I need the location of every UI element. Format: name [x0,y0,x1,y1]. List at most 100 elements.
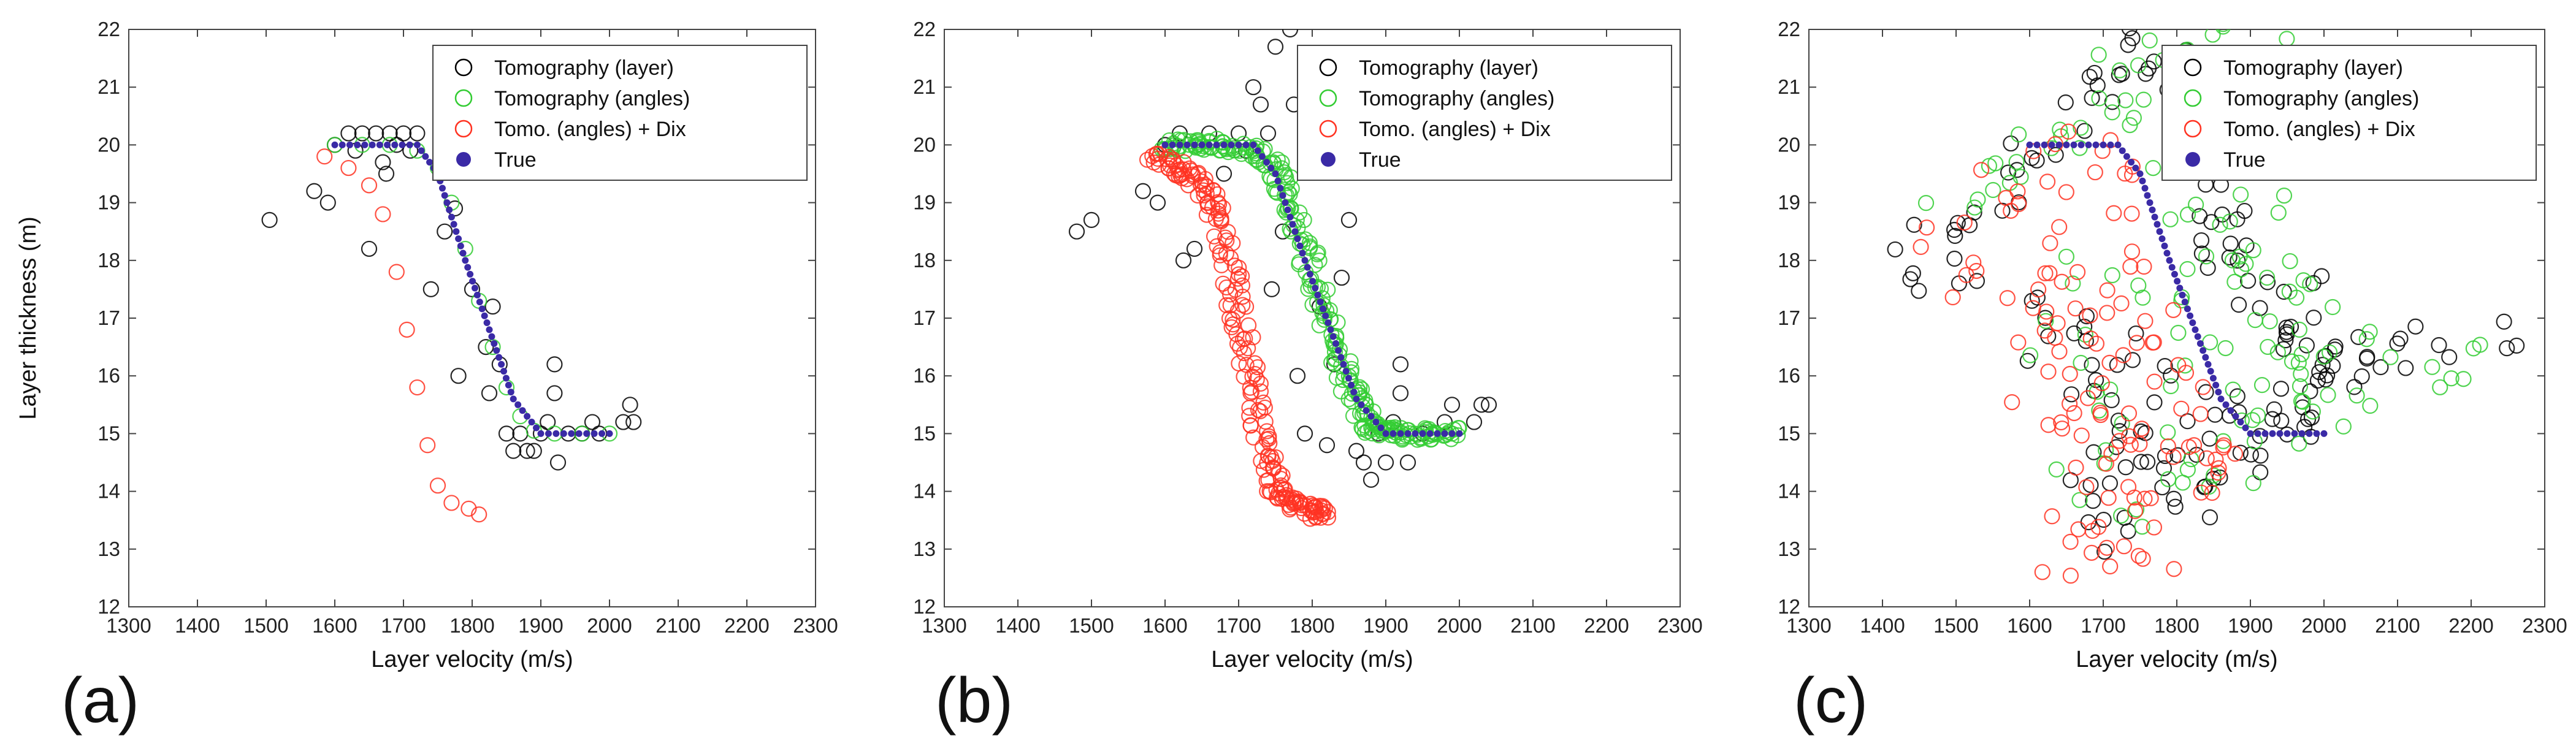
true-model-point [606,430,613,437]
true-model-point [2033,141,2041,148]
data-point-dix [1234,297,1251,313]
data-point-layer [1296,425,1313,442]
true-model-point [2189,319,2196,327]
data-point-layer [1906,216,1922,233]
data-point-angles [2179,261,2196,278]
true-model-point [1191,141,1198,148]
data-point-layer [2029,289,2046,306]
data-point-layer [2431,337,2447,354]
data-point-dix [409,379,426,396]
y-tick-label: 14 [1778,480,1800,503]
data-point-dix [2193,484,2209,501]
data-point-dix [1245,329,1261,346]
data-point-dix [2211,460,2227,476]
data-point-layer [2089,77,2106,94]
true-model-point [498,360,505,368]
data-point-dix [1225,311,1241,328]
x-axis-label: Layer velocity (m/s) [2076,647,2277,672]
data-point-dix [1241,400,1258,416]
true-model-point [2306,430,2313,437]
true-model-point [2139,177,2146,184]
data-point-dix [1215,200,1231,216]
data-point-layer [409,125,426,142]
data-point-dix [2051,219,2068,235]
true-model-point [384,141,391,148]
true-model-point [2070,141,2077,148]
data-point-dix [1234,288,1251,305]
data-point-dix [2058,184,2074,200]
data-point-dix [1218,279,1235,296]
true-model-point [1397,430,1404,437]
true-model-point [473,291,481,299]
x-tick-label: 1700 [1216,614,1261,637]
data-point-angles [1301,235,1318,251]
x-tick-label: 1900 [518,614,563,637]
true-model-point [545,430,552,437]
data-point-dix [2062,365,2078,382]
true-model-point [1254,147,1261,154]
data-point-dix [2165,302,2182,318]
true-model-point [2184,305,2191,313]
data-point-layer [1333,269,1350,286]
data-point-angles [2141,32,2158,49]
data-point-angles [2321,344,2338,361]
data-point-dix [1956,214,1973,231]
data-point-dix [2101,354,2118,371]
true-model-point [413,141,421,148]
data-point-dix [1258,431,1275,448]
x-tick-label: 2300 [793,614,838,637]
data-point-dix [2088,335,2105,352]
data-point-layer [2509,337,2525,354]
true-model-point [1329,333,1337,340]
data-point-angles [2361,324,2378,340]
legend-label: True [1359,148,1401,172]
x-tick-label: 1300 [1786,614,1831,637]
true-model-point [346,141,353,148]
data-point-layer [2232,444,2249,461]
data-point-dix [1223,319,1240,336]
y-tick-label: 18 [1778,249,1800,272]
data-point-layer [478,338,494,356]
data-point-angles [2163,378,2179,395]
true-model-point [500,368,508,375]
true-model-point [1169,141,1176,148]
data-point-angles [1282,221,1298,237]
true-model-point [1367,413,1375,420]
data-point-dix [2204,484,2220,501]
data-point-angles [2117,92,2134,108]
data-point-dix [2068,459,2084,476]
data-point-angles [2245,475,2261,492]
data-point-dix [2198,450,2215,466]
data-point-dix [2177,365,2195,381]
true-model-point [537,430,545,437]
data-point-dix [2192,406,2209,422]
data-point-angles [2130,277,2147,294]
data-point-layer [2076,123,2093,139]
data-point-angles [2293,366,2309,382]
true-model-point [2107,141,2114,148]
data-point-dix [2136,490,2153,507]
data-point-angles [2304,403,2321,420]
data-point-layer [2303,409,2320,426]
true-model-point [2144,192,2151,199]
data-point-layer [1263,281,1280,297]
data-point-layer [2306,310,2322,326]
data-point-layer [2298,337,2315,354]
data-point-dix [1198,185,1215,202]
true-model-point [486,326,493,333]
series-true [2026,141,2328,437]
data-point-dix [1209,194,1226,210]
data-point-layer [2252,300,2268,316]
data-point-dix [2128,335,2145,351]
data-point-angles [2058,248,2075,265]
panel-label: (a) [61,665,139,736]
data-point-layer [2278,319,2295,336]
data-point-layer [2201,509,2219,526]
data-point-angles [2125,110,2142,126]
data-point-layer [2294,399,2311,416]
true-model-point [1358,401,1365,408]
x-axis-label: Layer velocity (m/s) [371,647,573,672]
true-model-point [1213,141,1220,148]
true-model-point [493,347,500,354]
true-model-point [1272,170,1279,177]
